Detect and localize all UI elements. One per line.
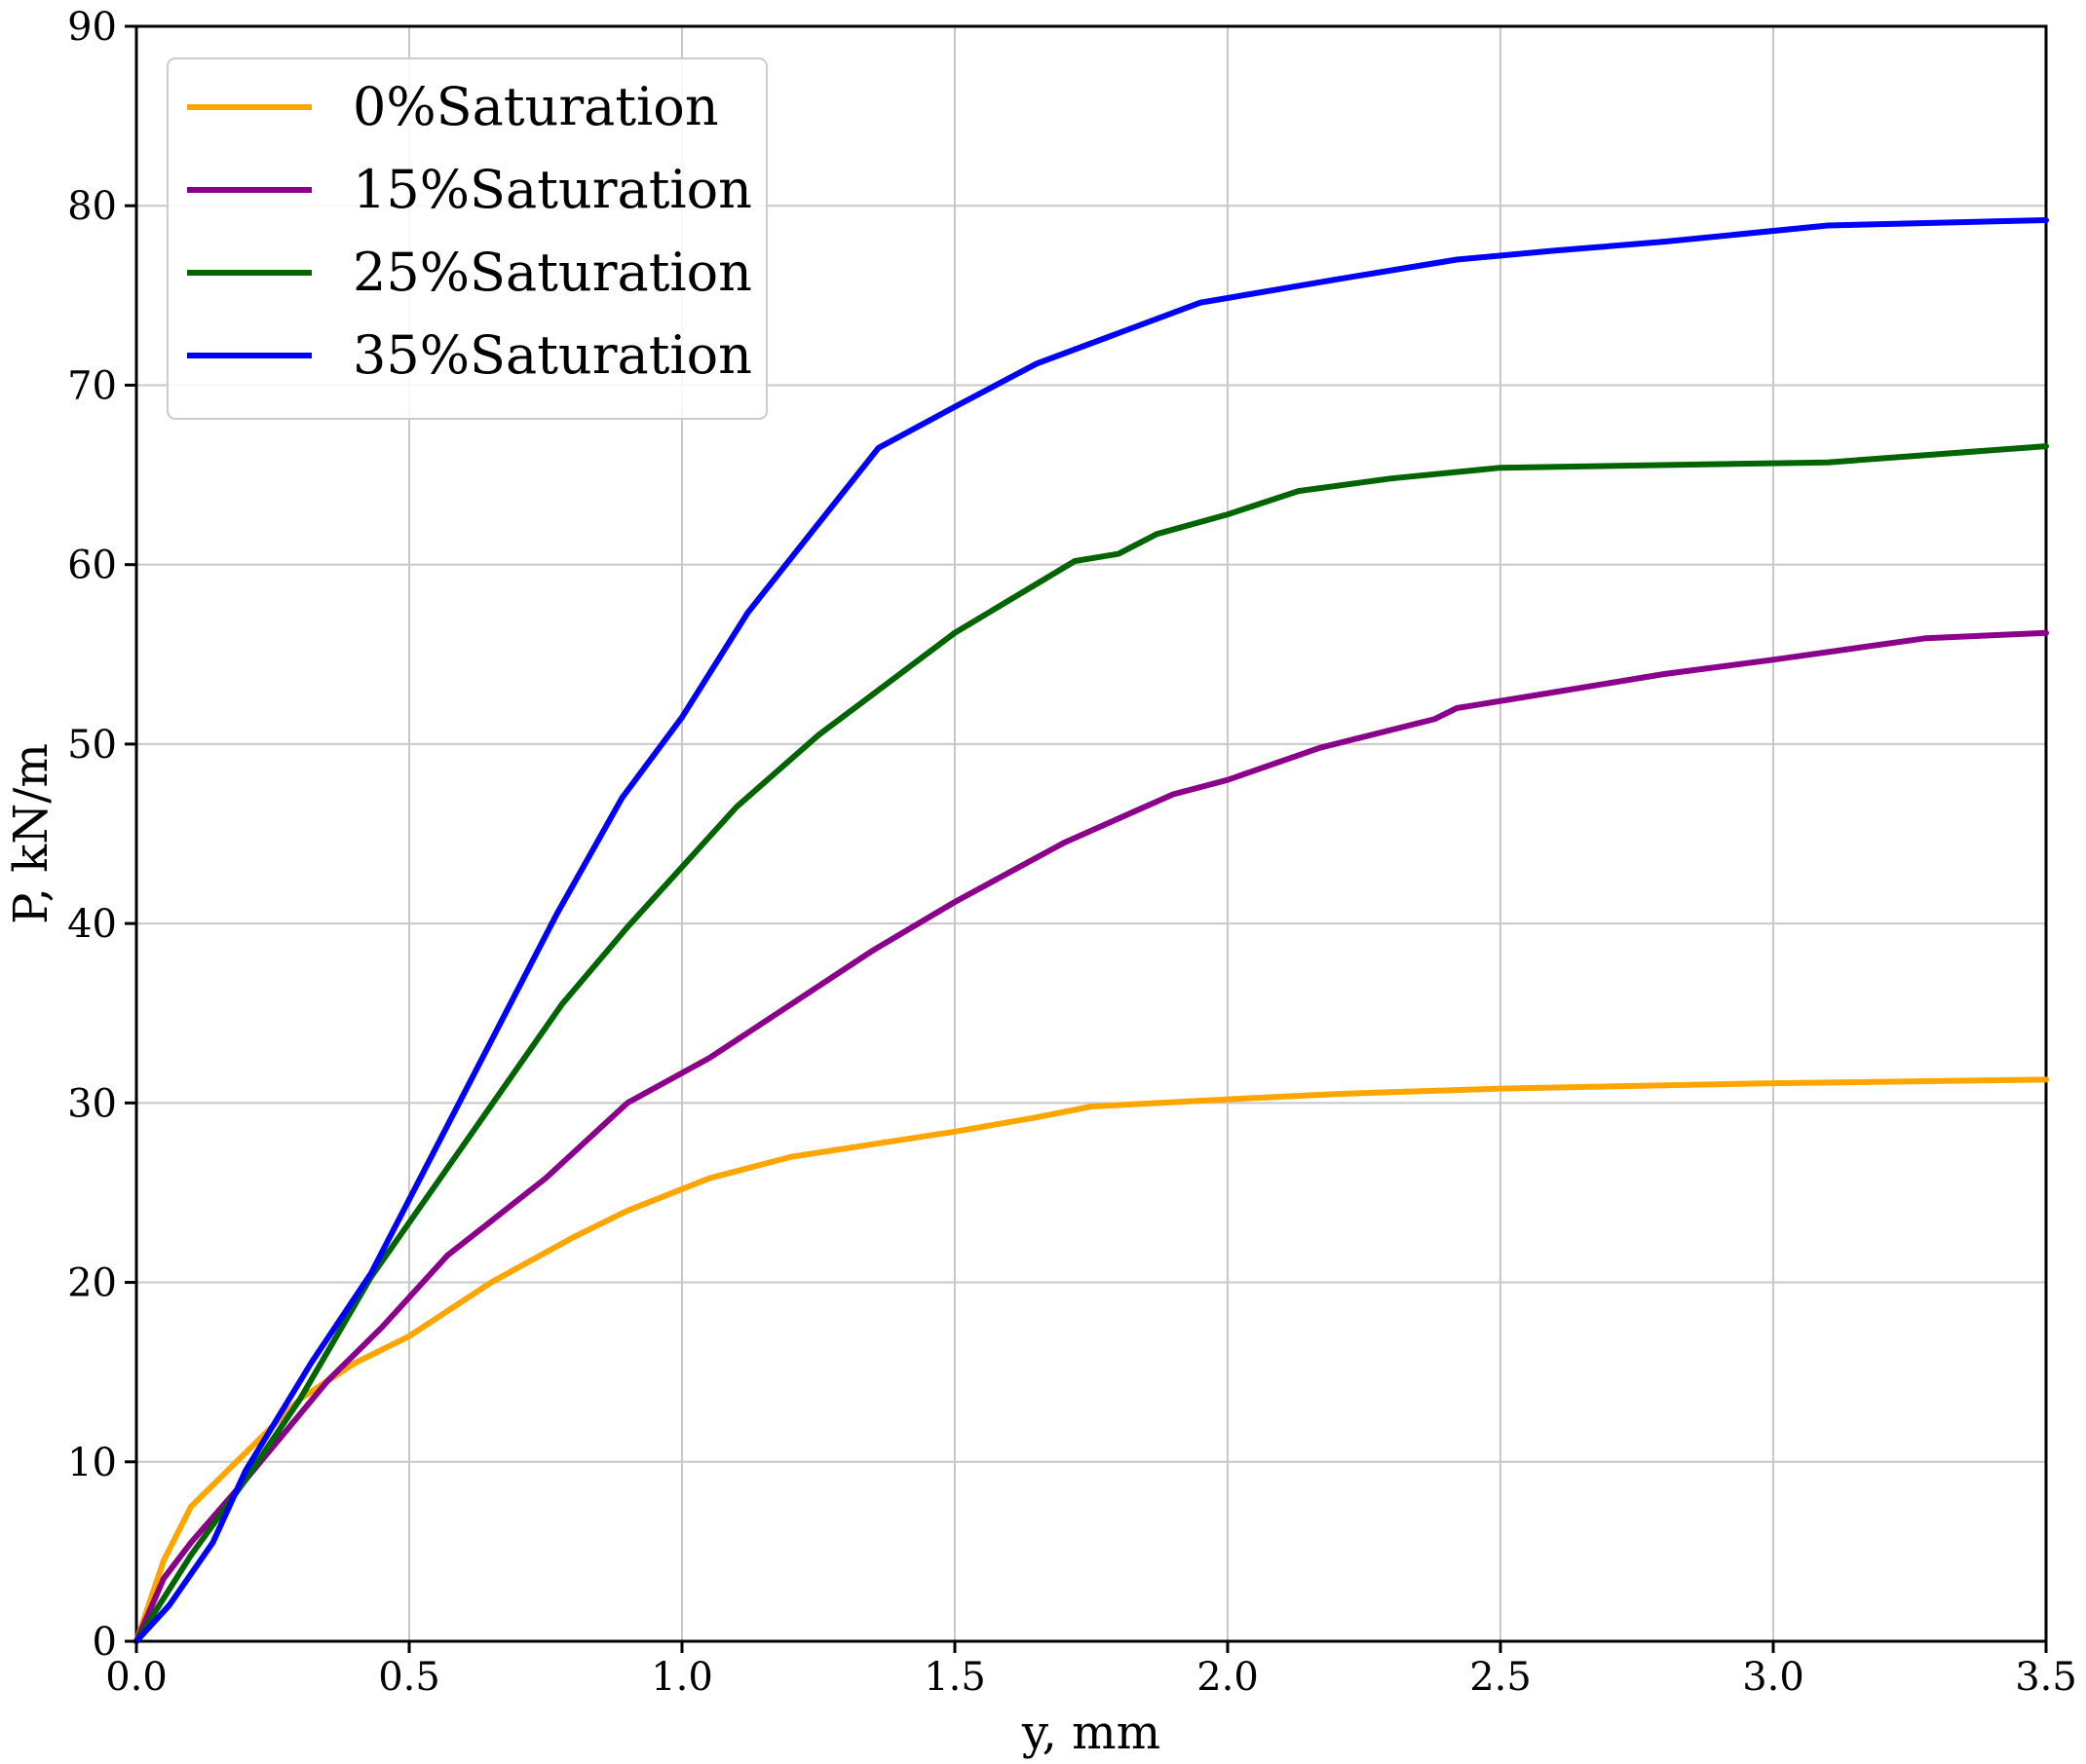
y-axis-ticks: 0 10 20 30 40 50 60 70 80 90 [67,5,136,1665]
y-tick-label: 30 [67,1081,117,1126]
y-tick-label: 80 [67,184,117,229]
series-line-2 [133,443,2049,1644]
x-axis-title: y, mm [1021,1706,1160,1760]
x-tick-label: 1.5 [924,1655,986,1700]
series-line-3 [133,217,2049,1644]
x-tick-label: 0.0 [105,1655,168,1700]
plot-frame [134,24,2048,1643]
legend-items: 0%Saturation 15%Saturation 25%Saturation 35… [187,76,752,386]
x-tick-label: 0.5 [378,1655,440,1700]
legend-label: 35%Saturation [353,324,752,386]
series-line-1 [133,629,2049,1644]
y-tick-label: 70 [67,363,117,408]
y-tick-label: 40 [67,902,117,947]
y-tick-label: 20 [67,1261,117,1306]
legend: 0%Saturation 15%Saturation 25%Saturation 35… [167,57,768,420]
series-line-0 [133,1076,2049,1644]
x-tick-label: 3.0 [1742,1655,1804,1700]
y-tick-label: 60 [67,544,117,588]
x-tick-label: 1.0 [651,1655,713,1700]
y-tick-label: 90 [67,5,117,50]
x-axis-ticks: 0.0 0.5 1.0 1.5 2.0 2.5 3.0 3.5 [105,1641,2077,1700]
y-tick-label: 0 [93,1620,117,1665]
legend-box [167,57,768,420]
y-tick-label: 50 [67,723,117,768]
legend-label: 0%Saturation [353,76,719,137]
y-axis-title: P, kN/m [4,743,58,924]
x-tick-label: 2.0 [1196,1655,1259,1700]
series-layer [133,217,2049,1644]
x-tick-label: 2.5 [1469,1655,1532,1700]
legend-label: 25%Saturation [353,242,752,303]
x-tick-label: 3.5 [2015,1655,2077,1700]
legend-label: 15%Saturation [353,159,752,220]
y-tick-label: 10 [67,1441,117,1485]
